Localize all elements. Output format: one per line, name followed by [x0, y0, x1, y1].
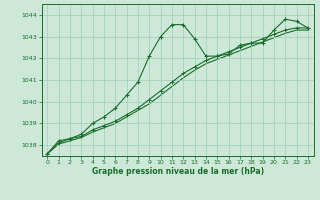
X-axis label: Graphe pression niveau de la mer (hPa): Graphe pression niveau de la mer (hPa) — [92, 167, 264, 176]
